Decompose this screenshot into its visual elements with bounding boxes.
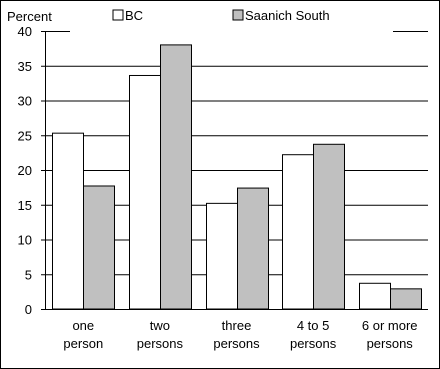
legend-swatch-bc: [112, 9, 124, 21]
x-category-label: persons: [213, 336, 260, 351]
y-tick-label: 5: [25, 267, 32, 282]
x-category-label: one: [72, 318, 94, 333]
y-axis-label: Percent: [7, 9, 52, 24]
bar-bc: [129, 74, 161, 310]
bar-saanich-south: [160, 44, 192, 310]
bars: [52, 44, 422, 310]
x-category-label: persons: [137, 336, 184, 351]
bar-bc: [282, 154, 314, 310]
y-tick-labels: 0 5 10 15 20 25 30 35 40: [18, 24, 32, 317]
legend-swatch-saanich-south: [232, 9, 244, 21]
legend-label-bc: BC: [125, 8, 143, 23]
x-category-label: person: [63, 336, 103, 351]
bar-saanich-south: [83, 185, 115, 310]
x-category-label: two: [150, 318, 170, 333]
y-tick-label: 15: [18, 198, 32, 213]
bar-saanich-south: [390, 288, 422, 310]
bar-bc: [359, 282, 391, 310]
y-tick-label: 30: [18, 94, 32, 109]
x-category-label: 4 to 5: [297, 318, 330, 333]
y-tick-label: 10: [18, 233, 32, 248]
y-tick-label: 40: [18, 24, 32, 39]
y-tick-label: 25: [18, 128, 32, 143]
axes: [41, 31, 428, 310]
legend: BC Saanich South: [112, 8, 330, 23]
bar-bc: [52, 132, 84, 310]
bar-bc: [206, 202, 238, 310]
bar-saanich-south: [313, 143, 345, 310]
y-tick-label: 0: [25, 302, 32, 317]
y-tick-label: 20: [18, 163, 32, 178]
legend-label-saanich-south: Saanich South: [245, 8, 330, 23]
y-tick-label: 35: [18, 59, 32, 74]
x-category-label: persons: [290, 336, 337, 351]
x-category-label: 6 or more: [362, 318, 418, 333]
x-category-label: persons: [367, 336, 414, 351]
bar-saanich-south: [237, 187, 269, 310]
x-category-labels: one person two persons three persons 4 to 5 per…: [63, 318, 417, 351]
x-category-label: three: [222, 318, 252, 333]
